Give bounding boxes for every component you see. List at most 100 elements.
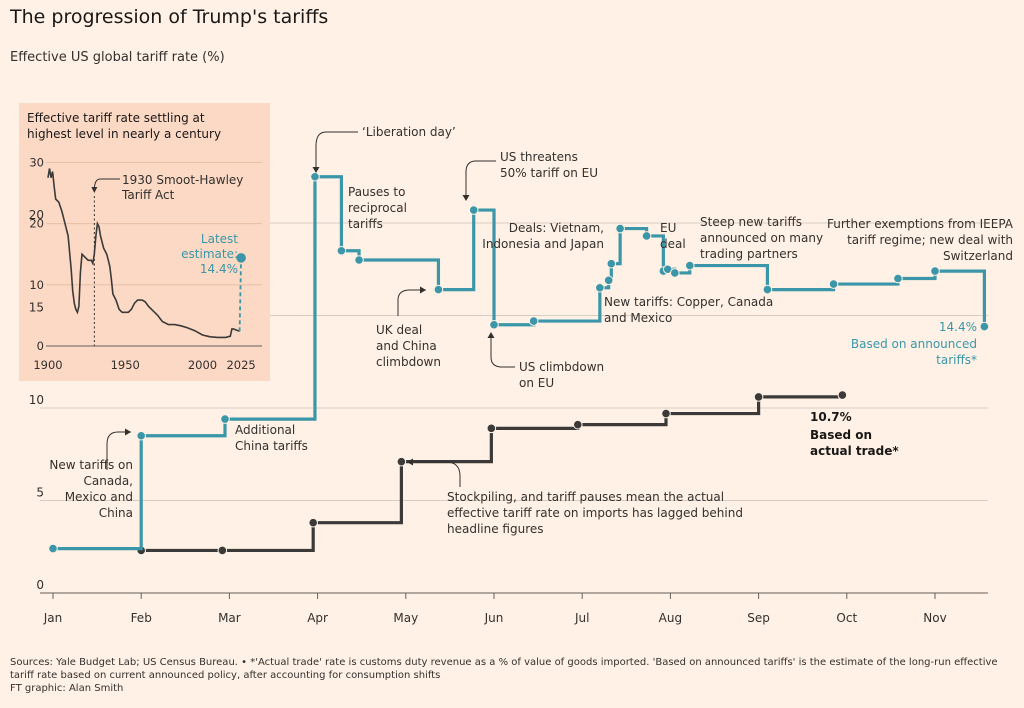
annotation-arrow [106, 431, 131, 470]
actual-end-value: 10.7% [810, 410, 852, 424]
inset-x-tick-label: 2000 [188, 358, 217, 372]
pauses-annotation: Pauses to reciprocal tariffs [348, 185, 407, 231]
exemptions-annotation: Further exemptions from IEEPA tariff regi… [827, 217, 1014, 263]
inset-latest-point [236, 253, 246, 263]
inset-y-tick-label: 20 [29, 217, 44, 231]
us-threatens-annotation: US threatens 50% tariff on EU [500, 150, 598, 180]
announced-point [528, 316, 539, 326]
y-tick-label: 15 [29, 301, 44, 315]
x-tick-label: Jan [43, 611, 63, 625]
actual-trade-point [486, 423, 497, 434]
stockpiling-annotation-line: Stockpiling, and tariff pauses mean the … [447, 490, 724, 504]
announced-end-value: 14.4% [939, 320, 977, 334]
announced-point [641, 231, 652, 241]
announced-point [468, 205, 479, 215]
exemptions-annotation-line: tariff regime; new deal with [847, 233, 1013, 247]
y-tick-label: 5 [36, 486, 44, 500]
x-tick-label: Jul [574, 611, 589, 625]
announced-point [979, 321, 990, 332]
announced-end-note-line: tariffs* [936, 353, 977, 367]
inset-x-tick-label: 2025 [226, 358, 255, 372]
us-threatens-annotation-line: 50% tariff on EU [500, 166, 598, 180]
deals-annotation: Deals: Vietnam, Indonesia and Japan [482, 221, 604, 251]
x-tick-label: Feb [131, 611, 152, 625]
exemptions-annotation-line: Switzerland [943, 249, 1013, 263]
inset-y-tick-label: 0 [37, 339, 44, 353]
inset-title-line: highest level in nearly a century [27, 127, 221, 141]
us-climbdown-annotation-line: on EU [519, 376, 554, 390]
uk-deal-annotation: UK deal and China climbdown [376, 323, 441, 369]
arrow-head [420, 286, 426, 294]
chart-footer: Sources: Yale Budget Lab; US Census Bure… [10, 656, 1010, 695]
x-tick-label: Jun [484, 611, 504, 625]
additional-china-annotation-line: Additional [235, 423, 295, 437]
announced-point [136, 430, 146, 441]
stockpiling-annotation-line: effective tariff rate on imports has lag… [447, 506, 743, 520]
arrow-head [91, 187, 98, 193]
liberation-day-annotation: ‘Liberation day’ [362, 125, 456, 139]
latest-estimate-annotation-line: 14.4% [200, 262, 238, 276]
latest-estimate-annotation-line: Latest [201, 232, 238, 246]
announced-end-note: Based on announced tariffs* [851, 337, 977, 367]
inset-title: Effective tariff rate settling at highest… [27, 111, 221, 141]
inset-y-tick-label: 30 [29, 155, 44, 169]
announced-point [336, 245, 347, 256]
additional-china-annotation: Additional China tariffs [235, 423, 308, 453]
page-title: The progression of Trump's tariffs [10, 6, 329, 28]
us-climbdown-annotation-line: US climbdown [519, 360, 604, 374]
uk-deal-annotation-line: UK deal [376, 323, 422, 337]
stockpiling-annotation: Stockpiling, and tariff pauses mean the … [447, 490, 743, 536]
announced-point [595, 282, 605, 293]
additional-china-annotation-line: China tariffs [235, 439, 308, 453]
y-tick-label: 0 [36, 578, 44, 592]
arrow-head [125, 428, 131, 436]
x-tick-label: May [393, 611, 418, 625]
actual-trade-point [837, 390, 848, 400]
steep-tariffs-annotation-line: announced on many [700, 231, 823, 245]
new-tariffs-copper-annotation-line: and Mexico [604, 311, 672, 325]
steep-tariffs-annotation-line: Steep new tariffs [700, 215, 802, 229]
announced-point [48, 543, 58, 554]
announced-end-note-line: Based on announced [851, 337, 977, 351]
announced-point [433, 284, 444, 295]
x-tick-label: Nov [923, 611, 946, 625]
eu-deal-annotation: EU deal [660, 221, 686, 251]
announced-point [930, 266, 940, 276]
x-tick-label: Oct [836, 611, 857, 625]
announced-point [828, 279, 839, 289]
uk-deal-annotation-line: and China [376, 339, 437, 353]
actual-trade-point [396, 456, 407, 467]
annotation-arrow [465, 160, 496, 196]
y-tick-label: 20 [29, 208, 44, 222]
latest-estimate-annotation-line: estimate: [181, 247, 238, 261]
inset-x-tick-label: 1900 [33, 358, 62, 372]
actual-trade-point [308, 517, 318, 528]
annotation-arrow [315, 131, 358, 168]
canada-mexico-annotation-line: Canada, [84, 474, 133, 488]
smoot-hawley-annotation-line: 1930 Smoot-Hawley [122, 173, 243, 187]
canada-mexico-annotation-line: China [99, 506, 133, 520]
eu-deal-annotation-line: deal [660, 237, 686, 251]
announced-point [606, 258, 617, 269]
inset-history-line [47, 168, 240, 339]
actual-end-note: Based on actual trade* [810, 428, 899, 458]
announced-point [670, 268, 680, 278]
arrow-head [407, 458, 413, 466]
pauses-annotation-line: Pauses to [348, 185, 405, 199]
x-tick-label: Aug [659, 611, 682, 625]
inset-estimate-line [238, 257, 242, 332]
announced-point [615, 223, 625, 234]
inset-x-tick-label: 1950 [111, 358, 140, 372]
announced-point [685, 260, 695, 271]
arrow-head [487, 332, 495, 338]
actual-end-note-line: actual trade* [810, 444, 899, 458]
steep-tariffs-annotation-line: trading partners [700, 247, 798, 261]
actual-trade-point [661, 408, 671, 419]
actual-trade-series-line [141, 395, 844, 553]
new-tariffs-copper-annotation: New tariffs: Copper, Canada and Mexico [604, 295, 773, 325]
us-threatens-annotation-line: US threatens [500, 150, 578, 164]
x-tick-label: Mar [218, 611, 241, 625]
